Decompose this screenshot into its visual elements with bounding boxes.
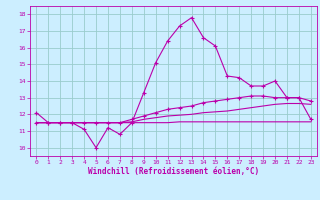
X-axis label: Windchill (Refroidissement éolien,°C): Windchill (Refroidissement éolien,°C) xyxy=(88,167,259,176)
